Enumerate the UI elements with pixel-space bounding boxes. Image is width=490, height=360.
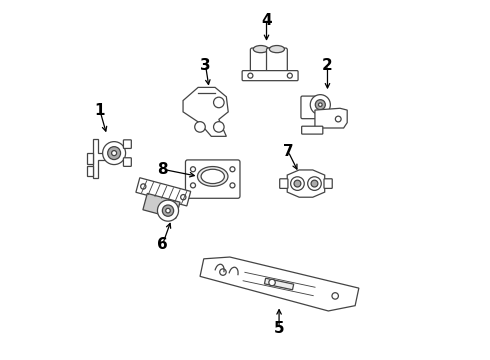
- Text: 4: 4: [261, 13, 272, 28]
- Polygon shape: [136, 178, 191, 206]
- Circle shape: [220, 269, 226, 275]
- Circle shape: [332, 293, 339, 299]
- Circle shape: [287, 73, 293, 78]
- Circle shape: [318, 103, 322, 107]
- Circle shape: [195, 122, 205, 132]
- FancyBboxPatch shape: [123, 140, 131, 148]
- Circle shape: [269, 279, 275, 286]
- FancyBboxPatch shape: [267, 48, 287, 76]
- Ellipse shape: [270, 71, 285, 77]
- FancyBboxPatch shape: [123, 158, 131, 166]
- Circle shape: [162, 205, 173, 216]
- Polygon shape: [183, 87, 228, 136]
- Text: 3: 3: [200, 58, 211, 73]
- Circle shape: [108, 147, 121, 159]
- FancyBboxPatch shape: [186, 160, 240, 198]
- Circle shape: [294, 180, 301, 187]
- Text: 5: 5: [274, 321, 284, 336]
- Text: 2: 2: [322, 58, 333, 73]
- Circle shape: [308, 177, 321, 190]
- FancyBboxPatch shape: [87, 153, 93, 164]
- Circle shape: [230, 183, 235, 188]
- FancyBboxPatch shape: [324, 179, 332, 188]
- Circle shape: [166, 208, 170, 213]
- Circle shape: [310, 95, 330, 115]
- Circle shape: [112, 150, 117, 156]
- Circle shape: [102, 141, 125, 165]
- Polygon shape: [200, 257, 359, 311]
- Ellipse shape: [197, 167, 228, 186]
- Circle shape: [335, 116, 341, 122]
- FancyBboxPatch shape: [250, 48, 271, 76]
- Text: 8: 8: [157, 162, 168, 177]
- Ellipse shape: [253, 71, 269, 77]
- Polygon shape: [265, 278, 294, 290]
- FancyBboxPatch shape: [242, 71, 298, 81]
- Ellipse shape: [201, 169, 224, 184]
- Ellipse shape: [270, 45, 285, 53]
- Text: 7: 7: [283, 144, 294, 159]
- Circle shape: [191, 167, 196, 172]
- Circle shape: [141, 184, 146, 189]
- Ellipse shape: [253, 45, 269, 53]
- Circle shape: [291, 177, 304, 190]
- Circle shape: [214, 97, 224, 108]
- Circle shape: [248, 73, 253, 78]
- Polygon shape: [143, 193, 180, 219]
- Circle shape: [230, 167, 235, 172]
- Polygon shape: [287, 170, 325, 197]
- FancyBboxPatch shape: [301, 96, 323, 119]
- Circle shape: [157, 200, 178, 221]
- FancyBboxPatch shape: [302, 126, 323, 134]
- Polygon shape: [93, 139, 111, 178]
- Circle shape: [311, 180, 318, 187]
- Text: 1: 1: [95, 103, 105, 118]
- Polygon shape: [315, 108, 347, 128]
- Text: 6: 6: [157, 237, 168, 252]
- Circle shape: [181, 194, 186, 200]
- Circle shape: [214, 122, 224, 132]
- FancyBboxPatch shape: [87, 166, 93, 176]
- Circle shape: [315, 100, 325, 110]
- FancyBboxPatch shape: [280, 179, 288, 188]
- Circle shape: [191, 183, 196, 188]
